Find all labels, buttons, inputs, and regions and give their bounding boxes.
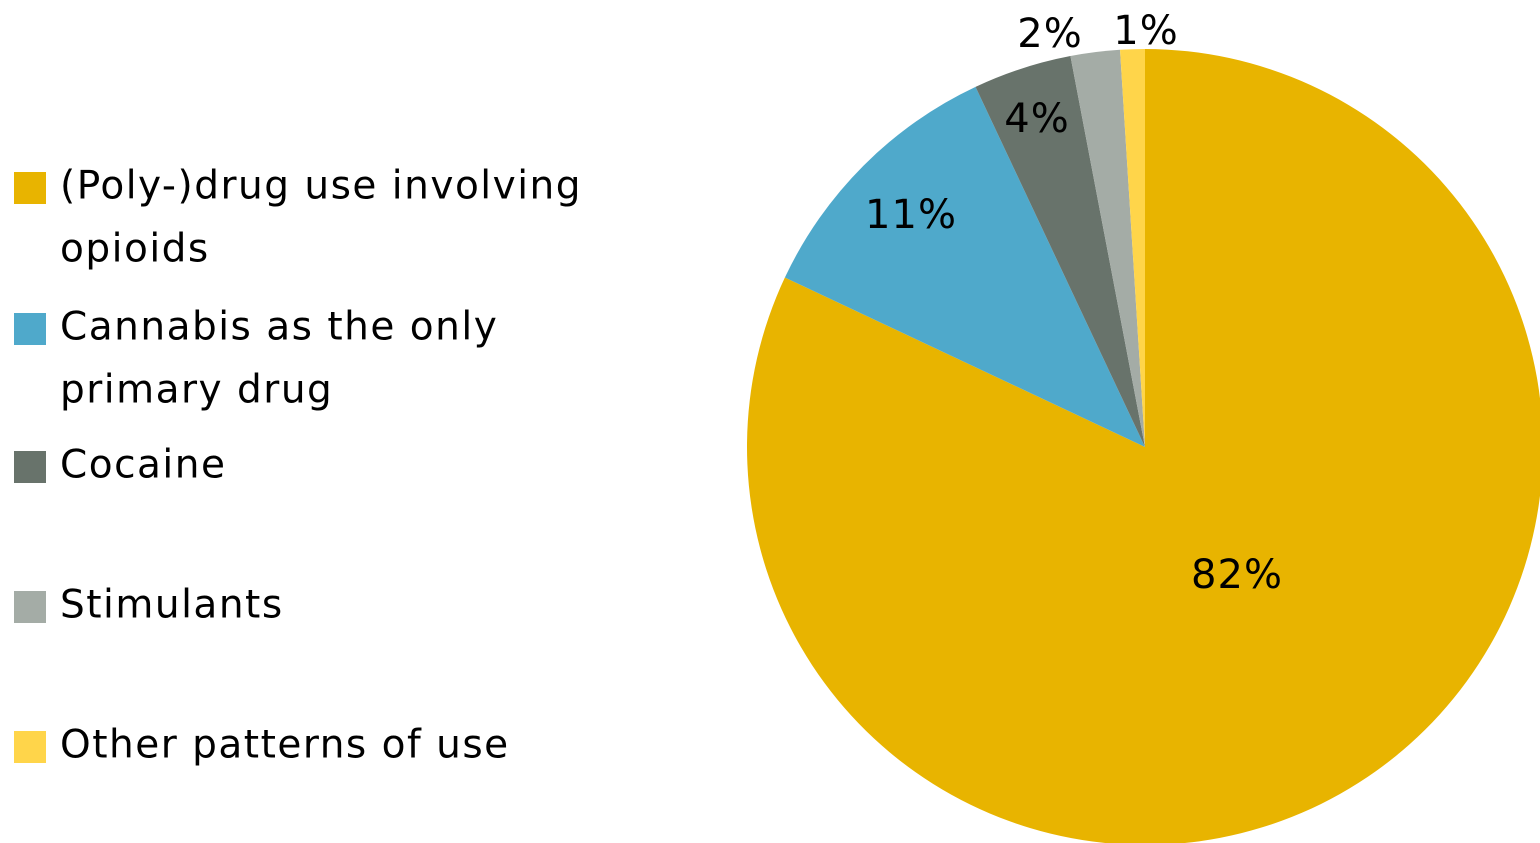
- pie-slice-stimulants: [1070, 49, 1145, 447]
- pie-slice-cannabis-as-the-only-primary-drug: [784, 86, 1145, 447]
- legend-label-line: opioids: [60, 227, 210, 272]
- legend-label-line: Cannabis as the only: [60, 305, 498, 350]
- legend-label-line: Cocaine: [60, 443, 226, 488]
- legend-swatch: [14, 313, 46, 345]
- legend-item-cocaine: Cocaine: [14, 443, 226, 488]
- legend-label-line: primary drug: [60, 368, 333, 413]
- data-label-cocaine: 4%: [1004, 96, 1069, 142]
- legend-label-line: Other patterns of use: [60, 723, 510, 768]
- legend-swatch: [14, 731, 46, 763]
- legend-label-line: Stimulants: [60, 583, 284, 628]
- legend-item-cannabis-as-the-only-primary-drug: Cannabis as the only primary drug: [14, 305, 498, 413]
- data-label-other-patterns-of-use: 1%: [1113, 8, 1178, 54]
- legend-label: (Poly-)drug use involving opioids: [60, 164, 582, 272]
- legend-label: Stimulants: [60, 583, 284, 628]
- data-label-stimulants: 2%: [1017, 11, 1082, 57]
- legend-item-poly-drug-use-involving-opioids: (Poly-)drug use involving opioids: [14, 164, 582, 272]
- legend-swatch: [14, 451, 46, 483]
- legend-swatch: [14, 591, 46, 623]
- pie-data-labels: 82% 11% 4% 2% 1%: [865, 8, 1283, 598]
- pie-slices: [747, 49, 1540, 843]
- legend: (Poly-)drug use involving opioids Cannabis…: [14, 164, 582, 768]
- legend-label: Cannabis as the only primary drug: [60, 305, 498, 413]
- pie-slice-cocaine: [975, 56, 1145, 448]
- data-label-cannabis-as-the-only-primary-drug: 11%: [865, 192, 957, 238]
- legend-swatch: [14, 172, 46, 204]
- legend-label-line: (Poly-)drug use involving: [60, 164, 582, 209]
- legend-label: Cocaine: [60, 443, 226, 488]
- legend-item-stimulants: Stimulants: [14, 583, 284, 628]
- pie-slice-poly-drug-use-involving-opioids: [747, 49, 1540, 843]
- pie-slice-other-patterns-of-use: [1120, 49, 1145, 447]
- data-label-poly-drug-use-involving-opioids: 82%: [1191, 552, 1283, 598]
- legend-label: Other patterns of use: [60, 723, 510, 768]
- legend-item-other-patterns-of-use: Other patterns of use: [14, 723, 510, 768]
